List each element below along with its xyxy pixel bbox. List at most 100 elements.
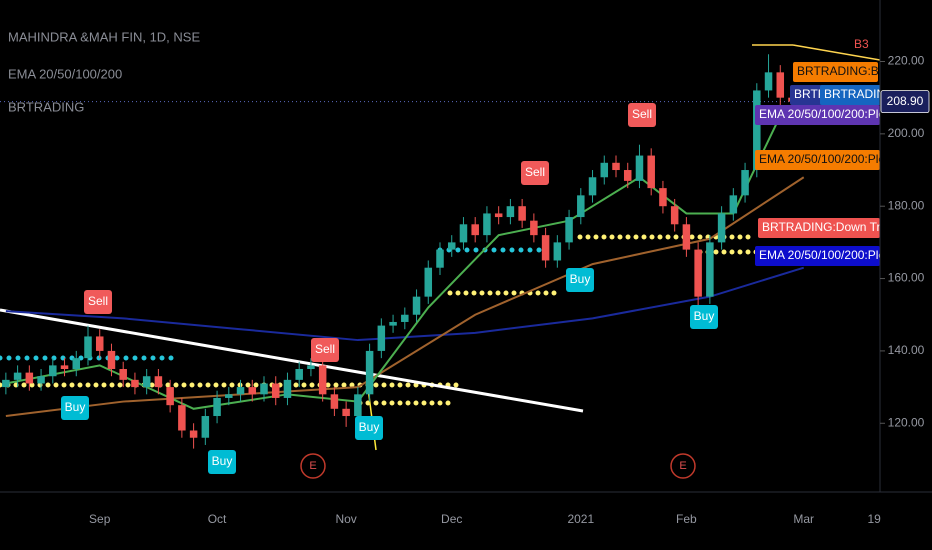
signal-badge [355,416,383,440]
signal-badge [61,396,89,420]
y-tick-label: 200.00 [888,126,925,140]
candle-body [377,325,386,351]
candle-body [776,72,785,98]
candle-body [330,394,339,409]
signal-badge [690,305,718,329]
candle-body [412,296,421,315]
signal-label: Buy [570,272,591,286]
candle-body [84,336,92,359]
last-price-label: 208.90 [887,94,924,108]
candle-body [753,90,761,171]
candle-body [271,383,280,398]
candle-body [764,72,773,91]
ema-line [5,176,805,418]
candle-body [49,365,57,377]
signal-label: Sell [315,342,335,356]
candle-body [201,416,210,438]
side-tag [755,105,880,125]
ema-line [5,266,805,342]
candle-body [647,155,655,189]
candle-body [37,376,45,384]
plot-area [0,44,880,451]
signal-badge [521,161,549,185]
candle-body [60,365,69,369]
signal-label: Buy [65,400,86,414]
signal-label: Buy [359,420,380,434]
candle-body [565,217,573,243]
candle-body [447,242,456,250]
annotations: Sell Sell Sell Sell Buy Buy Buy Buy Buy E E BRTRADI… [61,37,901,479]
candle-body [295,369,303,380]
x-tick-label: Sep [89,512,111,526]
candle-body [659,188,667,207]
candle-body [541,235,550,261]
side-tag-label: B3 [854,37,869,51]
indicator-label: BRTRADING [8,99,84,114]
candle-body [518,206,526,221]
candle-body [307,365,315,369]
signal-label: Sell [88,294,108,308]
side-tag [755,150,880,170]
candle-body [166,387,174,406]
candle-body [365,350,374,395]
candle-body [729,195,738,214]
signal-badge [566,268,594,292]
candle-body [178,405,186,431]
candle-body [225,394,233,398]
x-tick-label: 19 [867,512,881,526]
side-tag-label: BRTR [794,87,827,101]
side-tag-label: EMA 20/50/100/200:Plot [759,107,889,121]
event-marker [670,453,696,479]
candle-body [189,430,198,438]
x-tick-label: 2021 [567,512,594,526]
x-tick-label: Mar [793,512,814,526]
candle-body [354,394,362,417]
candle-body [283,379,292,398]
x-tick-label: Feb [676,512,697,526]
candle-body [389,321,397,326]
candle-body [741,170,749,196]
event-label: E [679,460,686,472]
side-tag-label: EMA 20/50/100/200:Plot [759,152,889,166]
signal-label: Buy [212,454,233,468]
candle-body [588,177,597,196]
candle-body [483,213,491,236]
last-price-tag [880,90,930,114]
signal-label: Sell [525,165,545,179]
candle-body [424,267,433,297]
candle-body [459,224,468,243]
candle-body [623,170,632,181]
candle-body [494,213,503,218]
side-tag-label: BRTRADING [824,87,894,101]
candle-body [248,387,257,395]
candle-body [553,242,562,261]
candle-body [119,369,127,380]
side-tag [793,62,878,82]
y-tick-label: 160.00 [888,271,925,285]
trend-line [0,308,584,413]
candle-body [471,224,479,236]
event-marker [300,453,326,479]
candle-body [2,379,10,388]
candle-body [670,206,679,225]
trend-line [792,44,880,61]
candle-body [25,372,34,384]
y-tick-label: 180.00 [888,198,925,212]
candle-body [506,206,515,218]
side-tag [755,246,880,266]
x-tick-label: Oct [208,512,227,526]
side-tag [790,85,824,105]
candle-body [13,372,22,380]
event-label: E [309,460,316,472]
y-tick-label: 120.00 [888,415,925,429]
candle-body [577,195,585,218]
side-tag-label: EMA 20/50/100/200:Plot [759,248,889,262]
candle-body [706,242,714,297]
signal-label: Buy [694,309,715,323]
candle-body [342,408,350,417]
candle-body [95,336,104,351]
y-tick-label: 220.00 [888,54,925,68]
side-tag-label: BRTRADING:B-B3 [797,64,898,78]
side-tag-label: BRTRADING:Down Trend [762,220,901,234]
